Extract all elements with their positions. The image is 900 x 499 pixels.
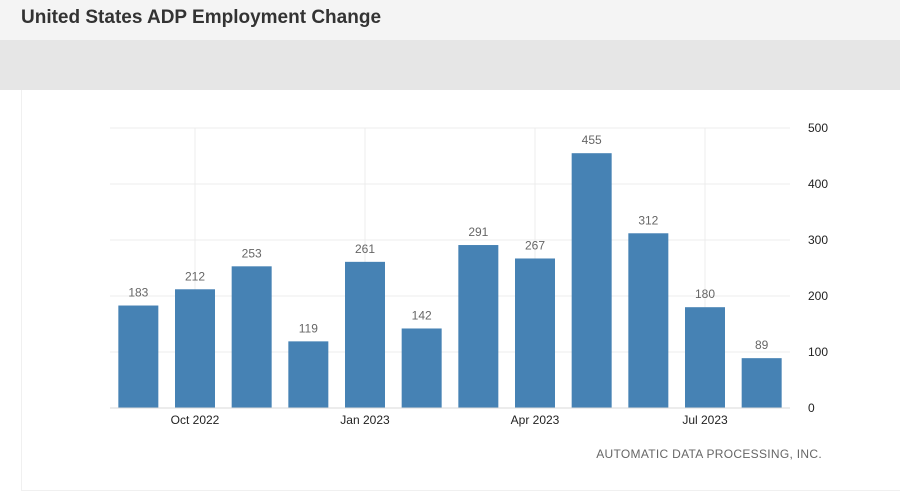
x-tick-label: Jul 2023: [682, 413, 728, 427]
title-bar: United States ADP Employment Change: [0, 0, 900, 40]
x-tick-label: Oct 2022: [171, 413, 220, 427]
bar: [571, 153, 612, 408]
x-tick-label: Jan 2023: [340, 413, 390, 427]
bar: [685, 307, 725, 408]
data-label: 455: [582, 133, 602, 147]
y-tick-label: 200: [808, 289, 828, 303]
bar: [175, 289, 215, 408]
bar: [741, 358, 782, 408]
bar: [515, 258, 555, 408]
bar: [458, 245, 499, 408]
x-tick-label: Apr 2023: [511, 413, 560, 427]
data-label: 212: [185, 269, 205, 283]
y-tick-label: 0: [808, 401, 815, 415]
y-tick-label: 100: [808, 345, 828, 359]
source-label: AUTOMATIC DATA PROCESSING, INC.: [596, 447, 822, 461]
data-label: 267: [525, 238, 545, 252]
data-label: 291: [468, 225, 488, 239]
data-label: 312: [638, 213, 658, 227]
header-band: [0, 40, 900, 90]
bar: [401, 328, 442, 408]
data-label: 142: [412, 308, 432, 322]
bar: [231, 266, 272, 408]
data-label: 261: [355, 242, 375, 256]
bar: [345, 261, 385, 408]
data-label: 119: [299, 321, 318, 335]
data-label: 89: [755, 338, 769, 352]
bar-chart: 0 100 200 300 400 500 183 212 253 119 261 142 291 267…: [110, 121, 828, 427]
data-label: 180: [695, 287, 715, 301]
y-tick-label: 500: [808, 121, 828, 135]
bar: [288, 341, 329, 408]
page-title: United States ADP Employment Change: [21, 7, 382, 28]
bar: [118, 305, 159, 408]
y-tick-label: 400: [808, 177, 828, 191]
data-label: 253: [242, 246, 262, 260]
bar: [628, 233, 669, 408]
y-tick-label: 300: [808, 233, 828, 247]
data-label: 183: [128, 286, 148, 300]
